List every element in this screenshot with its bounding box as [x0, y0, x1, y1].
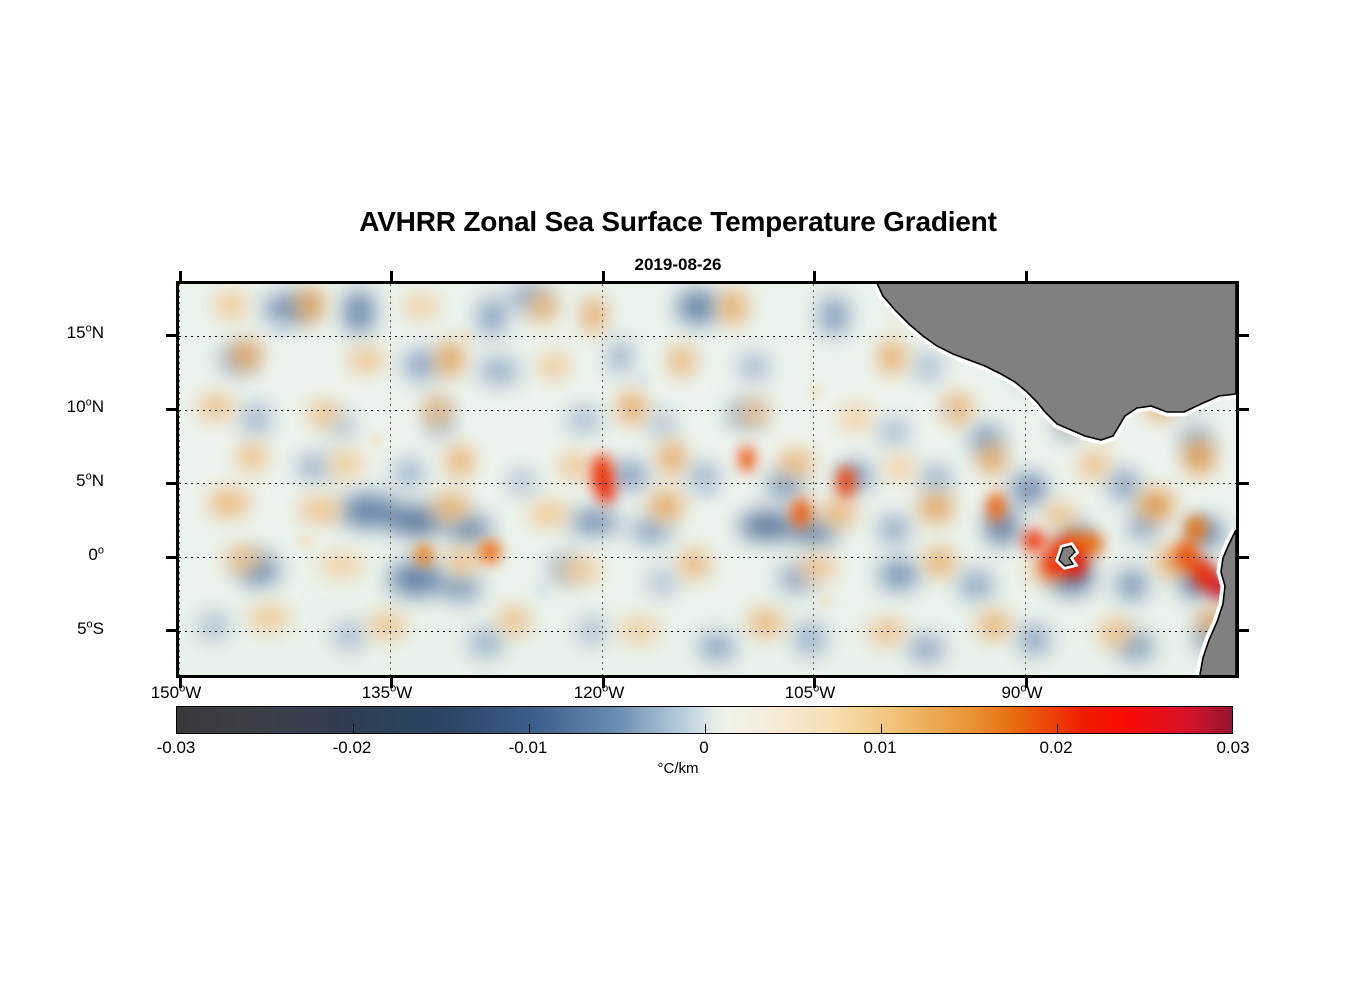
xtick-105W: [813, 675, 816, 688]
colorbar-label-0.02: 0.02: [1039, 738, 1073, 757]
strong-positive-gradient-cores: [179, 284, 1236, 675]
colorbar-label-0.01: 0.01: [863, 738, 897, 757]
xtick-top-120W: [602, 271, 605, 284]
colorbar-tick-0: [705, 724, 706, 733]
mexico-central-america-coastline: [876, 284, 1236, 441]
xtick-top-150W: [179, 271, 182, 284]
gridline-lat-0: [179, 557, 1236, 559]
gridline-lon-90W: [1024, 284, 1026, 675]
gridline-lon-105W: [813, 284, 815, 675]
xtick-top-90W: [1025, 271, 1028, 284]
xtick-top-135W: [390, 271, 393, 284]
figure-title: AVHRR Zonal Sea Surface Temperature Grad…: [359, 206, 997, 237]
xtick-label-105W: 105oW: [784, 682, 836, 702]
xtick-label-120W: 120oW: [573, 682, 625, 702]
colorbar-unit-label: °C/km: [657, 760, 699, 777]
figure-subtitle: 2019-08-26: [634, 255, 722, 274]
ytick-label-5S: 5oS: [77, 618, 104, 638]
ytick-right-5S: [1236, 629, 1249, 632]
colorbar-label--0.01: -0.01: [508, 738, 548, 757]
gridline-lat-10N: [179, 409, 1236, 411]
ytick-15N: [166, 334, 179, 337]
gridline-lat-15N: [179, 335, 1236, 337]
ytick-5S: [166, 629, 179, 632]
xtick-120W: [602, 675, 605, 688]
gridline-lat-5N: [179, 483, 1236, 485]
colorbar-tick--0.01: [529, 724, 530, 733]
ytick-right-10N: [1236, 408, 1249, 411]
land-mask: [872, 284, 1236, 675]
ytick-5N: [166, 482, 179, 485]
ytick-0: [166, 556, 179, 559]
galapagos-islands-coastline: [1058, 545, 1076, 567]
ytick-label-10N: 10oN: [66, 396, 104, 416]
xtick-label-150W: 150oW: [150, 682, 202, 702]
gridline-lat-5S: [179, 630, 1236, 632]
colorbar-tick-0.01: [881, 724, 882, 733]
xtick-90W: [1025, 675, 1028, 688]
gridline-lon-150W: [179, 284, 180, 675]
colorbar-label--0.03: -0.03: [156, 738, 196, 757]
ytick-right-0: [1236, 556, 1249, 559]
gridline-lon-135W: [390, 284, 392, 675]
colorbar-tick-0.02: [1057, 724, 1058, 733]
colorbar-label-0.03: 0.03: [1216, 738, 1250, 757]
ytick-right-15N: [1236, 334, 1249, 337]
south-america-coastline: [1199, 529, 1236, 675]
xtick-150W: [179, 675, 182, 688]
map-plot-area: [179, 284, 1236, 675]
xtick-top-105W: [813, 271, 816, 284]
colorbar-label-0: 0: [699, 738, 709, 757]
ytick-10N: [166, 408, 179, 411]
gridline-lon-120W: [601, 284, 603, 675]
map-axes: [166, 271, 1249, 688]
ytick-label-5N: 5oN: [76, 470, 104, 490]
ytick-label-0: 0o: [88, 544, 104, 564]
colorbar: [176, 706, 1233, 734]
xtick-135W: [390, 675, 393, 688]
colorbar-tick--0.02: [353, 724, 354, 733]
ytick-label-15N: 15oN: [66, 322, 104, 342]
xtick-label-90W: 90oW: [1001, 682, 1043, 702]
xtick-label-135W: 135oW: [361, 682, 413, 702]
ytick-right-5N: [1236, 482, 1249, 485]
colorbar-label--0.02: -0.02: [332, 738, 372, 757]
